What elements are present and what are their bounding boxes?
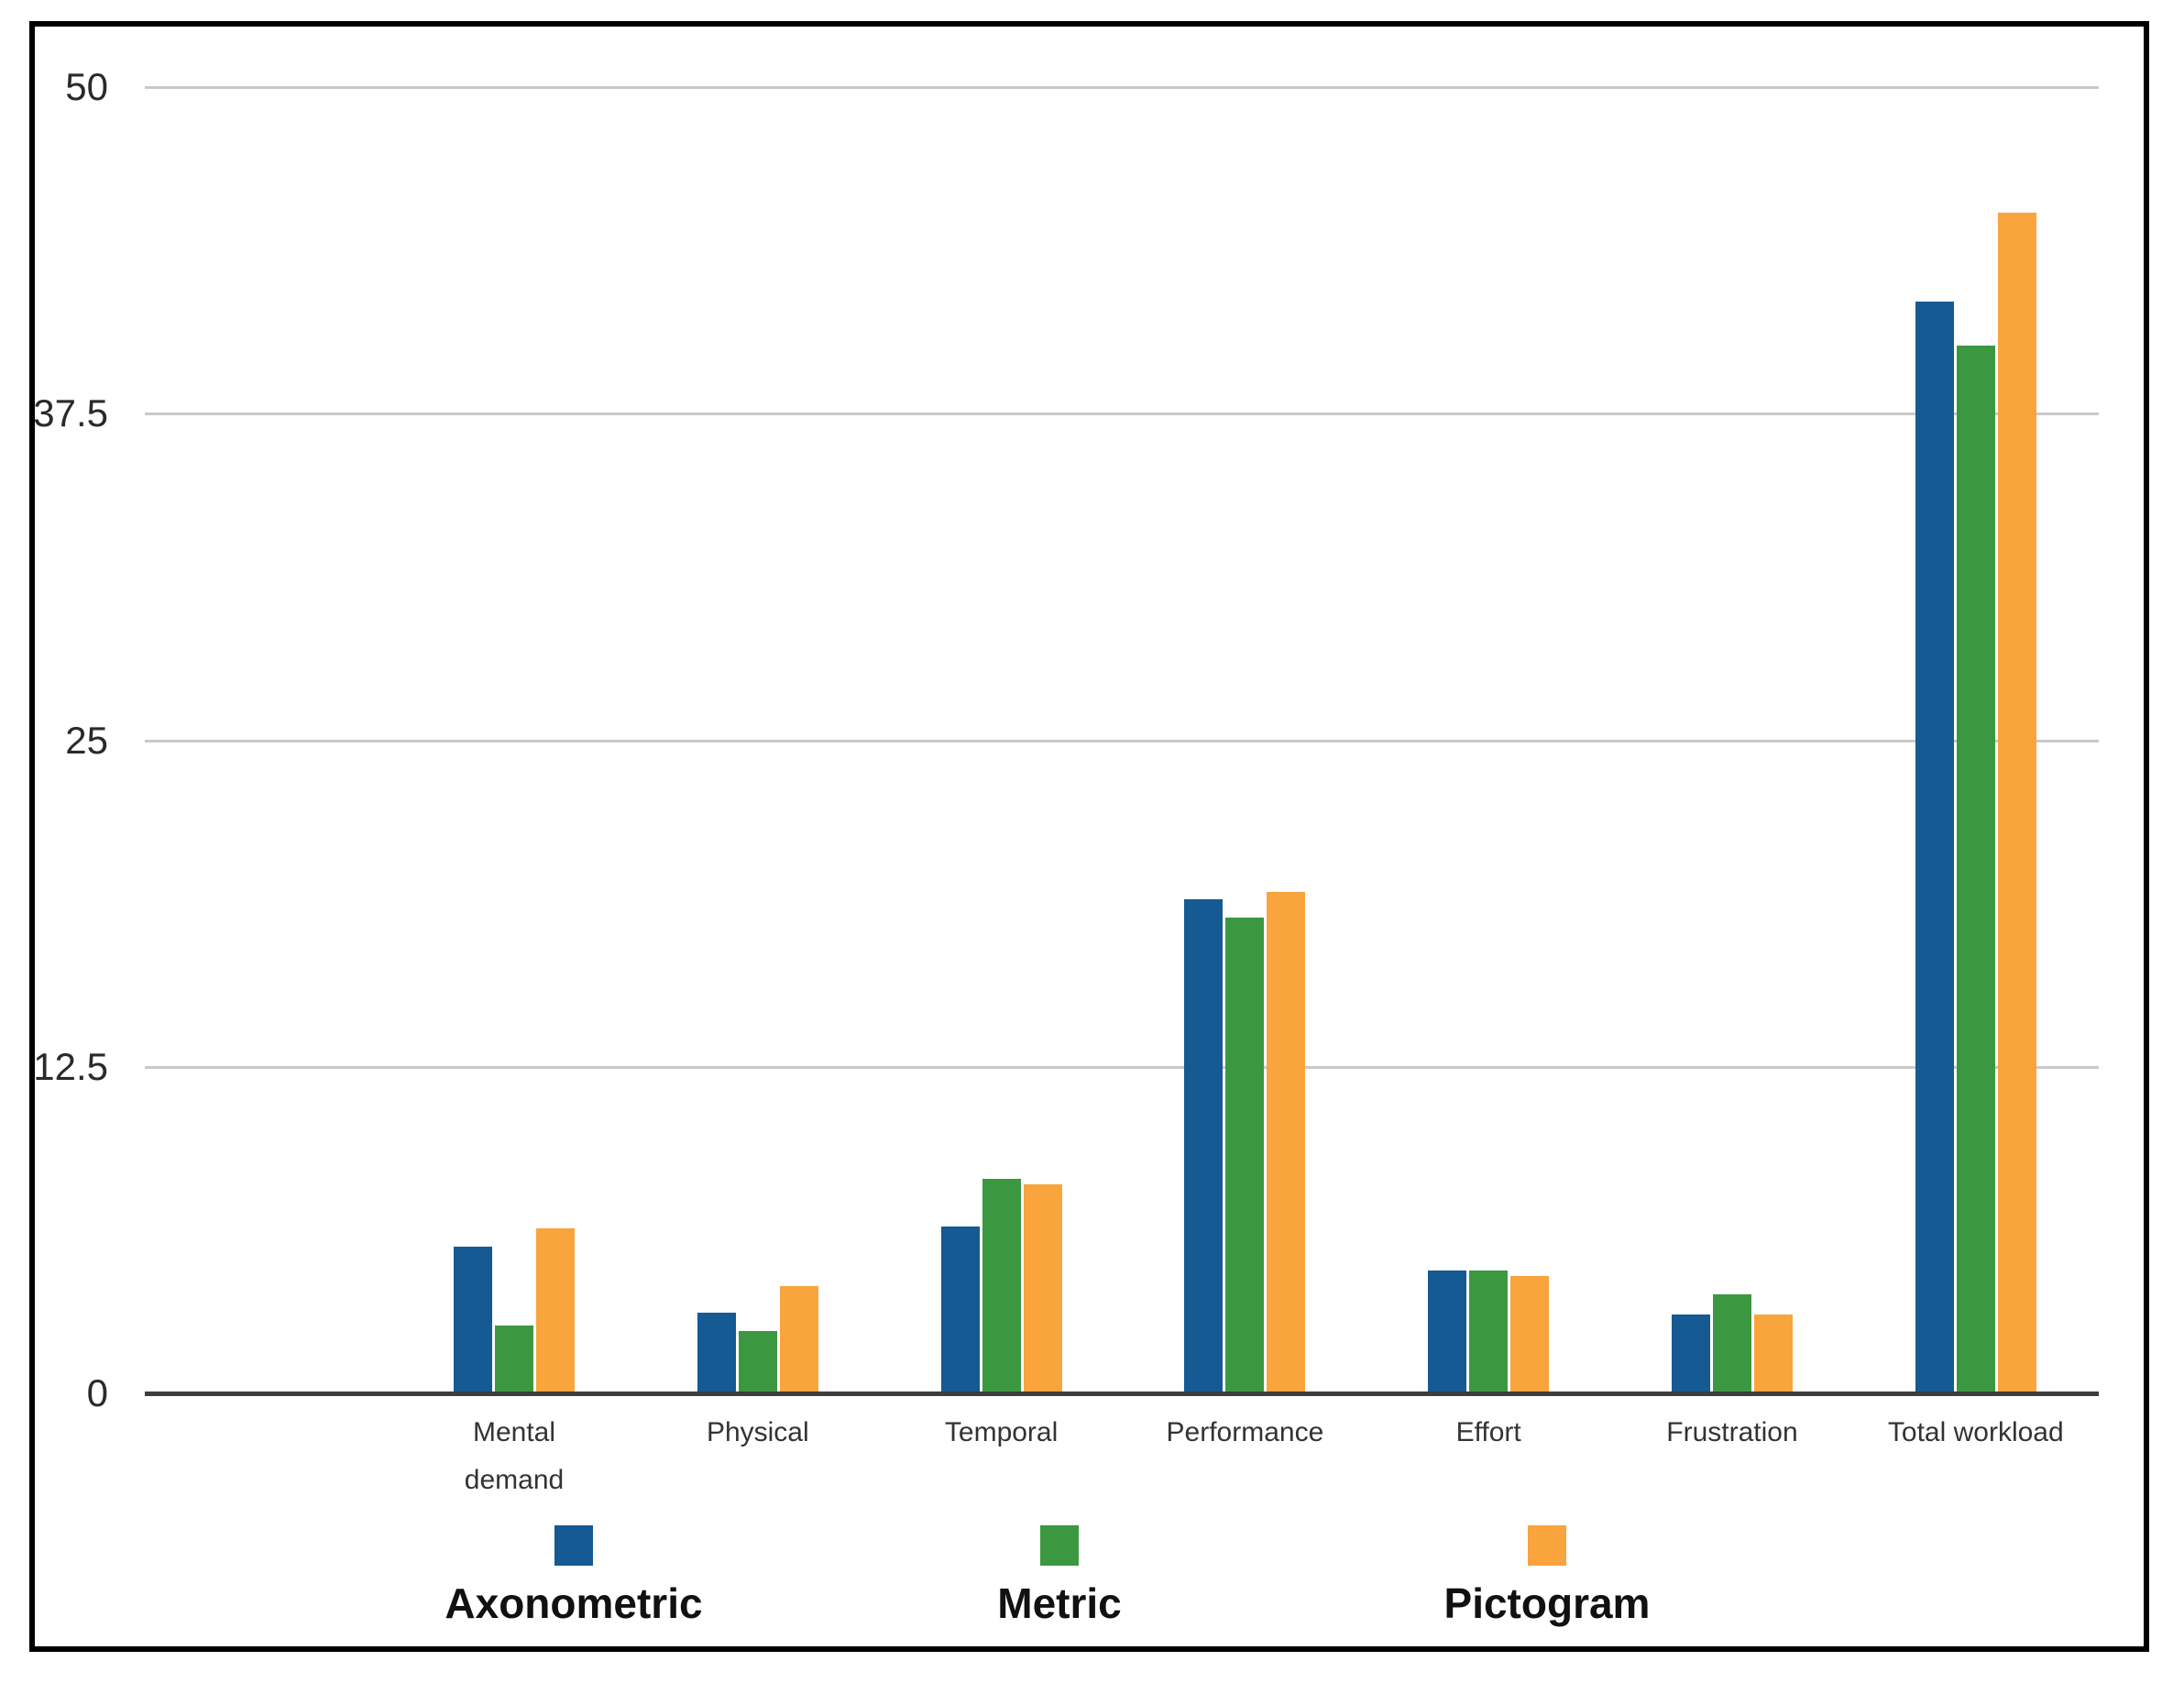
gridline-y-37.5: [145, 412, 2099, 416]
bar-pictogram-effort: [1510, 1276, 1549, 1393]
bar-metric-temporal: [982, 1179, 1021, 1393]
legend-label-pictogram: Pictogram: [1443, 1579, 1651, 1627]
bar-metric-frustration: [1713, 1294, 1751, 1393]
gridline-y-50: [145, 86, 2099, 89]
bar-axonometric-frustration: [1672, 1314, 1710, 1393]
category-label-total-workload: Total workload: [1887, 1417, 2064, 1447]
bar-axonometric-mental-demand: [454, 1247, 492, 1393]
bar-pictogram-total-workload: [1998, 213, 2036, 1393]
y-tick-label-12.5: 12.5: [33, 1044, 108, 1088]
category-label-effort: Effort: [1455, 1417, 1521, 1447]
legend-label-metric: Metric: [997, 1579, 1122, 1627]
category-label-frustration: Frustration: [1666, 1417, 1798, 1447]
category-label-physical: Physical: [706, 1417, 809, 1447]
bar-metric-mental-demand: [495, 1326, 533, 1393]
bar-axonometric-performance: [1184, 899, 1223, 1393]
category-label-temporal: Temporal: [944, 1417, 1059, 1447]
x-axis-line: [145, 1392, 2099, 1396]
y-tick-label-37.5: 37.5: [33, 391, 108, 435]
bar-metric-performance: [1225, 918, 1264, 1393]
y-tick-label-25: 25: [65, 718, 108, 762]
category-label-performance: Performance: [1166, 1417, 1324, 1447]
y-tick-label-0: 0: [86, 1371, 108, 1414]
gridline-y-25: [145, 739, 2099, 742]
bar-pictogram-mental-demand: [536, 1228, 575, 1393]
legend-swatch-pictogram: [1528, 1525, 1566, 1566]
gridline-y-12.5: [145, 1065, 2099, 1069]
bar-axonometric-physical: [697, 1313, 736, 1393]
bar-pictogram-temporal: [1024, 1184, 1062, 1393]
bar-pictogram-physical: [780, 1286, 818, 1393]
legend-swatch-metric: [1040, 1525, 1079, 1566]
chart-frame-border: [29, 21, 2149, 1652]
bar-metric-physical: [739, 1331, 777, 1393]
category-label-mental-demand: Mental demand: [464, 1417, 565, 1495]
bar-pictogram-performance: [1267, 892, 1305, 1393]
legend-swatch-axonometric: [554, 1525, 593, 1566]
bar-axonometric-temporal: [941, 1226, 980, 1393]
bar-axonometric-effort: [1428, 1270, 1466, 1393]
legend-label-axonometric: Axonometric: [444, 1579, 703, 1627]
bar-metric-total-workload: [1957, 346, 1995, 1393]
y-tick-label-50: 50: [65, 65, 108, 108]
bar-pictogram-frustration: [1754, 1314, 1793, 1393]
bar-axonometric-total-workload: [1915, 302, 1954, 1393]
bar-metric-effort: [1469, 1270, 1508, 1393]
